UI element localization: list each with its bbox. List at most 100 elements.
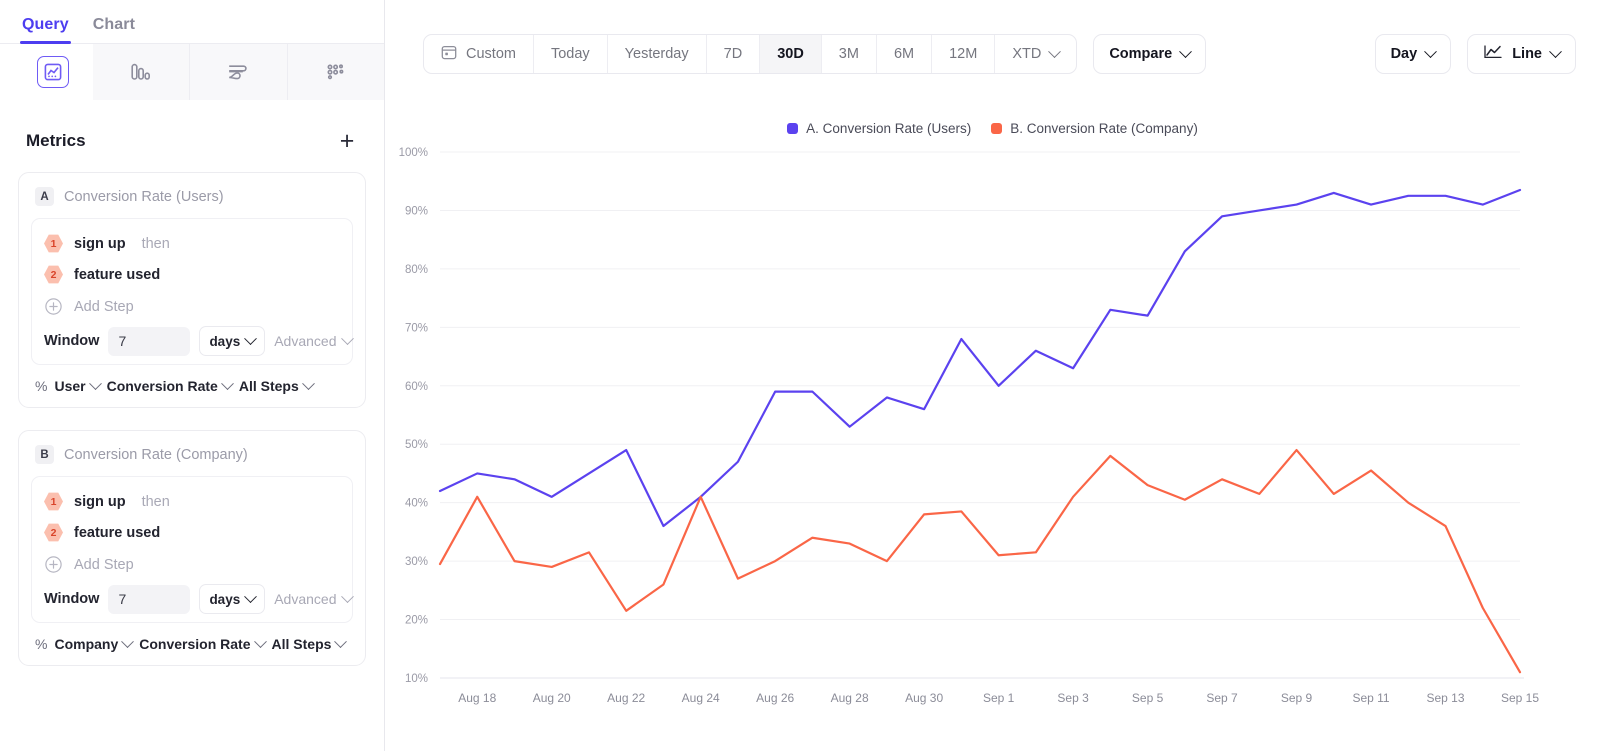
x-axis-tick: Aug 24: [682, 691, 720, 705]
metric-title[interactable]: Conversion Rate (Company): [64, 446, 248, 463]
insight-tab-user-paths[interactable]: [287, 44, 384, 100]
chevron-down-icon: [1179, 44, 1193, 58]
advanced-toggle[interactable]: Advanced: [274, 331, 355, 349]
date-range-yesterday[interactable]: Yesterday: [608, 35, 707, 73]
chevron-down-icon: [334, 634, 348, 648]
metric-card-header: B Conversion Rate (Company): [31, 445, 353, 476]
line-chart[interactable]: 100% 90% 80% 70% 60% 50% 40% 30% 20% 10% Aug 18 Aug…: [385, 140, 1600, 740]
chart-toolbar: Custom Today Yesterday 7D 30D 3M 6M 12M …: [385, 0, 1600, 74]
chevron-down-icon: [1048, 44, 1062, 58]
chevron-down-icon: [253, 634, 267, 648]
y-axis-tick: 40%: [405, 498, 428, 510]
x-axis-tick: Aug 22: [607, 691, 645, 705]
measure-label: Conversion Rate: [139, 636, 251, 652]
chart-type-select[interactable]: Line: [1467, 34, 1576, 74]
step-number-badge: 2: [44, 265, 63, 284]
window-unit-select[interactable]: days: [199, 584, 266, 614]
entity-label: User: [54, 378, 86, 394]
add-step-label: Add Step: [74, 298, 134, 315]
y-axis-tick: 70%: [405, 322, 428, 334]
x-axis-tick: Sep 7: [1206, 691, 1238, 705]
x-axis-tick: Sep 9: [1281, 691, 1313, 705]
page-title: Metrics: [26, 131, 86, 150]
legend-item-series-a[interactable]: A. Conversion Rate (Users): [787, 121, 971, 136]
x-axis-tick: Sep 5: [1132, 691, 1164, 705]
step-row[interactable]: 2 feature used: [42, 517, 342, 548]
add-step-button[interactable]: Add Step: [42, 548, 342, 578]
user-paths-icon: [320, 56, 352, 88]
date-range-today[interactable]: Today: [534, 35, 608, 73]
date-range-3m[interactable]: 3M: [822, 35, 877, 73]
step-label: feature used: [74, 266, 161, 283]
insight-tab-funnel[interactable]: [93, 44, 191, 100]
add-step-button[interactable]: Add Step: [42, 290, 342, 320]
advanced-label: Advanced: [274, 333, 337, 349]
chevron-down-icon: [340, 331, 354, 345]
date-range-custom-label: Custom: [466, 46, 516, 62]
compare-button[interactable]: Compare: [1093, 34, 1207, 74]
window-label: Window: [44, 591, 100, 607]
step-row[interactable]: 2 feature used: [42, 259, 342, 290]
add-metric-button[interactable]: +: [339, 126, 355, 155]
advanced-label: Advanced: [274, 591, 337, 607]
date-range-custom[interactable]: Custom: [424, 35, 534, 73]
legend-item-series-b[interactable]: B. Conversion Rate (Company): [991, 121, 1198, 136]
window-unit-select[interactable]: days: [199, 326, 266, 356]
scope-select[interactable]: All Steps: [271, 634, 348, 652]
series-line-b[interactable]: [438, 448, 1522, 674]
date-range-12m[interactable]: 12M: [932, 35, 996, 73]
step-row[interactable]: 1 sign up then: [42, 486, 342, 517]
chart-panel: Custom Today Yesterday 7D 30D 3M 6M 12M …: [385, 0, 1600, 751]
metric-card-footer: % User Conversion Rate All Steps: [31, 365, 353, 395]
measure-select[interactable]: Conversion Rate: [107, 376, 234, 394]
y-axis-tick: 60%: [405, 381, 428, 393]
entity-select[interactable]: User: [54, 376, 102, 394]
chevron-down-icon: [1424, 44, 1438, 58]
chevron-down-icon: [88, 376, 102, 390]
x-axis-tick: Aug 18: [458, 691, 496, 705]
trends-icon: [36, 56, 69, 88]
entity-label: Company: [54, 636, 119, 652]
step-number-badge: 2: [44, 523, 63, 542]
measure-select[interactable]: Conversion Rate: [139, 634, 267, 652]
plus-circle-icon: [44, 297, 63, 316]
chevron-down-icon: [244, 331, 258, 345]
insight-tab-trends[interactable]: [12, 44, 93, 100]
tab-query[interactable]: Query: [12, 12, 79, 44]
advanced-toggle[interactable]: Advanced: [274, 589, 355, 607]
scope-select[interactable]: All Steps: [238, 376, 315, 394]
legend-label: A. Conversion Rate (Users): [806, 121, 972, 136]
metric-card: B Conversion Rate (Company) 1 sign up th…: [18, 430, 366, 666]
x-axis-tick: Aug 26: [756, 691, 794, 705]
window-unit-label: days: [209, 591, 241, 607]
funnel-icon: [125, 56, 157, 88]
window-input[interactable]: [108, 326, 191, 356]
window-label: Window: [44, 333, 100, 349]
entity-select[interactable]: Company: [54, 634, 135, 652]
chart-area[interactable]: 100% 90% 80% 70% 60% 50% 40% 30% 20% 10% Aug 18 Aug…: [385, 140, 1600, 751]
chevron-down-icon: [220, 376, 234, 390]
tab-chart[interactable]: Chart: [92, 16, 136, 33]
date-range-30d[interactable]: 30D: [760, 35, 822, 73]
window-input[interactable]: [108, 584, 191, 614]
steps-container: 1 sign up then 2 feature used Add Step: [31, 218, 355, 365]
metric-title[interactable]: Conversion Rate (Users): [64, 188, 224, 205]
x-axis-tick: Sep 1: [983, 691, 1015, 705]
metric-card-list: A Conversion Rate (Users) 1 sign up then…: [0, 164, 384, 666]
insight-tab-retention[interactable]: [190, 44, 288, 100]
percent-sign: %: [35, 378, 48, 394]
scope-label: All Steps: [238, 378, 299, 394]
date-range-7d[interactable]: 7D: [707, 35, 761, 73]
step-connector-label: then: [141, 235, 170, 252]
date-range-6m[interactable]: 6M: [877, 35, 933, 73]
plus-circle-icon: [44, 555, 63, 574]
granularity-select[interactable]: Day: [1374, 34, 1452, 74]
scope-label: All Steps: [271, 636, 332, 652]
series-line-a[interactable]: [438, 188, 1522, 528]
date-range-xtd[interactable]: XTD: [995, 35, 1076, 73]
step-row[interactable]: 1 sign up then: [42, 228, 342, 259]
metric-letter-badge: B: [35, 445, 54, 464]
line-chart-icon: [1483, 44, 1503, 64]
step-label: feature used: [74, 524, 161, 541]
